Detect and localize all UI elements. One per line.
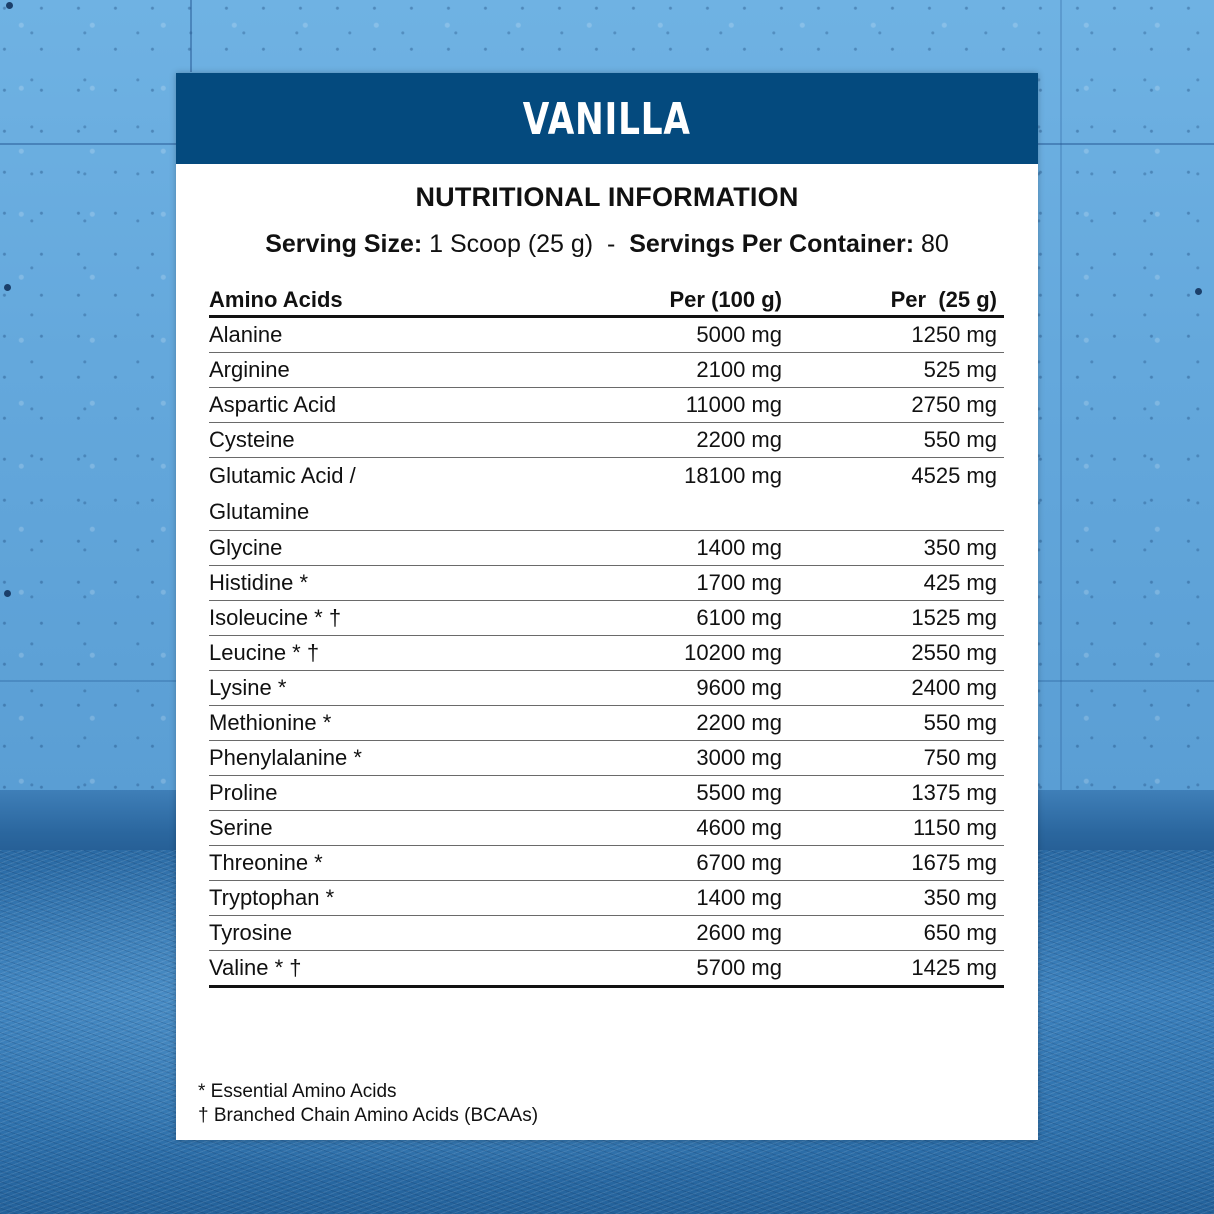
table-row: Proline 5500 mg 1375 mg (209, 775, 1004, 811)
wall-seam (190, 0, 192, 72)
footnote-essential-amino-acids: * Essential Amino Acids (198, 1081, 397, 1102)
table-row: Tyrosine 2600 mg 650 mg (209, 915, 1004, 951)
wall-bolt (1195, 288, 1202, 295)
table-row: Aspartic Acid 11000 mg 2750 mg (209, 387, 1004, 423)
table-row: Phenylalanine * 3000 mg 750 mg (209, 740, 1004, 776)
table-row: Serine 4600 mg 1150 mg (209, 810, 1004, 846)
amount-per-25g: 1250 mg (782, 316, 1004, 353)
amount-per-25g: 650 mg (782, 915, 1004, 951)
amount-per-100g: 2200 mg (609, 705, 782, 741)
table-row: Valine * † 5700 mg 1425 mg (209, 950, 1004, 988)
amount-per-25g: 750 mg (782, 740, 1004, 776)
amino-acid-name: Alanine (209, 316, 609, 353)
amino-acid-name: Cysteine (209, 422, 609, 458)
amino-acid-name: Glutamic Acid / Glutamine (209, 457, 609, 531)
amount-per-100g: 18100 mg (609, 457, 782, 531)
flavor-title: VANILLA (522, 94, 692, 145)
table-row: Glycine 1400 mg 350 mg (209, 530, 1004, 566)
section-title: NUTRITIONAL INFORMATION (415, 182, 799, 212)
amount-per-25g: 4525 mg (782, 457, 1004, 531)
amount-per-25g: 425 mg (782, 565, 1004, 601)
footnote-bcaas: † Branched Chain Amino Acids (BCAAs) (198, 1105, 539, 1126)
amount-per-100g: 3000 mg (609, 740, 782, 776)
amount-per-25g: 1525 mg (782, 600, 1004, 636)
table-row: Histidine * 1700 mg 425 mg (209, 565, 1004, 601)
amino-acid-name: Proline (209, 775, 609, 811)
wall-seam (1060, 0, 1062, 800)
servings-per-container-value: 80 (914, 230, 949, 258)
amount-per-100g: 5700 mg (609, 950, 782, 988)
amount-per-100g: 5000 mg (609, 316, 782, 353)
column-header-amino-acids: Amino Acids (209, 284, 609, 318)
amino-acid-name: Serine (209, 810, 609, 846)
table-row: Cysteine 2200 mg 550 mg (209, 422, 1004, 458)
amount-per-100g: 2100 mg (609, 352, 782, 388)
footnotes: * Essential Amino Acids † Branched Chain… (198, 1080, 538, 1128)
amino-acid-name: Valine * † (209, 950, 609, 988)
amount-per-100g: 2600 mg (609, 915, 782, 951)
column-header-per-100g: Per (100 g) (609, 284, 782, 318)
table-row: Arginine 2100 mg 525 mg (209, 352, 1004, 388)
amount-per-25g: 1375 mg (782, 775, 1004, 811)
amount-per-25g: 2550 mg (782, 635, 1004, 671)
amount-per-25g: 350 mg (782, 530, 1004, 566)
serving-size-value: 1 Scoop (25 g) - (422, 230, 630, 258)
amino-acid-name: Phenylalanine * (209, 740, 609, 776)
table-row: Lysine * 9600 mg 2400 mg (209, 670, 1004, 706)
amount-per-25g: 350 mg (782, 880, 1004, 916)
amino-acid-name-line2: Glutamine (209, 499, 310, 524)
table-row: Tryptophan * 1400 mg 350 mg (209, 880, 1004, 916)
amino-acid-name: Methionine * (209, 705, 609, 741)
amount-per-100g: 9600 mg (609, 670, 782, 706)
nutrition-label-card: VANILLA NUTRITIONAL INFORMATION Serving … (176, 73, 1038, 1140)
amino-acid-name: Threonine * (209, 845, 609, 881)
amino-acid-table: Amino Acids Per (100 g) Per (25 g) Alani… (209, 284, 1004, 988)
flavor-header-band: VANILLA (176, 73, 1038, 164)
table-row: Alanine 5000 mg 1250 mg (209, 316, 1004, 353)
amount-per-100g: 2200 mg (609, 422, 782, 458)
amount-per-25g: 1675 mg (782, 845, 1004, 881)
amount-per-100g: 6700 mg (609, 845, 782, 881)
amino-acid-name: Histidine * (209, 565, 609, 601)
wall-bolt (4, 590, 11, 597)
amount-per-100g: 5500 mg (609, 775, 782, 811)
amino-acid-name: Arginine (209, 352, 609, 388)
table-row: Threonine * 6700 mg 1675 mg (209, 845, 1004, 881)
amount-per-25g: 525 mg (782, 352, 1004, 388)
table-header-row: Amino Acids Per (100 g) Per (25 g) (209, 284, 1004, 318)
amino-acid-name: Aspartic Acid (209, 387, 609, 423)
amount-per-25g: 1150 mg (782, 810, 1004, 846)
amino-acid-name: Leucine * † (209, 635, 609, 671)
serving-size-label: Serving Size: (265, 230, 423, 258)
amount-per-25g: 550 mg (782, 705, 1004, 741)
amino-acid-name: Tyrosine (209, 915, 609, 951)
amount-per-25g: 2750 mg (782, 387, 1004, 423)
amount-per-25g: 550 mg (782, 422, 1004, 458)
amount-per-100g: 1400 mg (609, 530, 782, 566)
table-row: Isoleucine * † 6100 mg 1525 mg (209, 600, 1004, 636)
amount-per-25g: 1425 mg (782, 950, 1004, 988)
amino-acid-name: Tryptophan * (209, 880, 609, 916)
amino-acid-name: Isoleucine * † (209, 600, 609, 636)
serving-info: Serving Size: 1 Scoop (25 g) - Servings … (176, 230, 1038, 259)
amount-per-25g: 2400 mg (782, 670, 1004, 706)
servings-per-container-label: Servings Per Container: (629, 230, 915, 258)
amount-per-100g: 4600 mg (609, 810, 782, 846)
column-header-per-25g: Per (25 g) (782, 284, 1004, 318)
amount-per-100g: 6100 mg (609, 600, 782, 636)
amount-per-100g: 1400 mg (609, 880, 782, 916)
amount-per-100g: 11000 mg (609, 387, 782, 423)
table-row: Glutamic Acid / Glutamine 18100 mg 4525 m… (209, 457, 1004, 531)
amount-per-100g: 10200 mg (609, 635, 782, 671)
wall-bolt (4, 284, 11, 291)
amino-acid-name: Lysine * (209, 670, 609, 706)
amount-per-100g: 1700 mg (609, 565, 782, 601)
wall-bolt (6, 2, 13, 9)
table-row: Methionine * 2200 mg 550 mg (209, 705, 1004, 741)
table-row: Leucine * † 10200 mg 2550 mg (209, 635, 1004, 671)
amino-acid-name: Glycine (209, 530, 609, 566)
amino-acid-name-line1: Glutamic Acid / (209, 463, 356, 488)
